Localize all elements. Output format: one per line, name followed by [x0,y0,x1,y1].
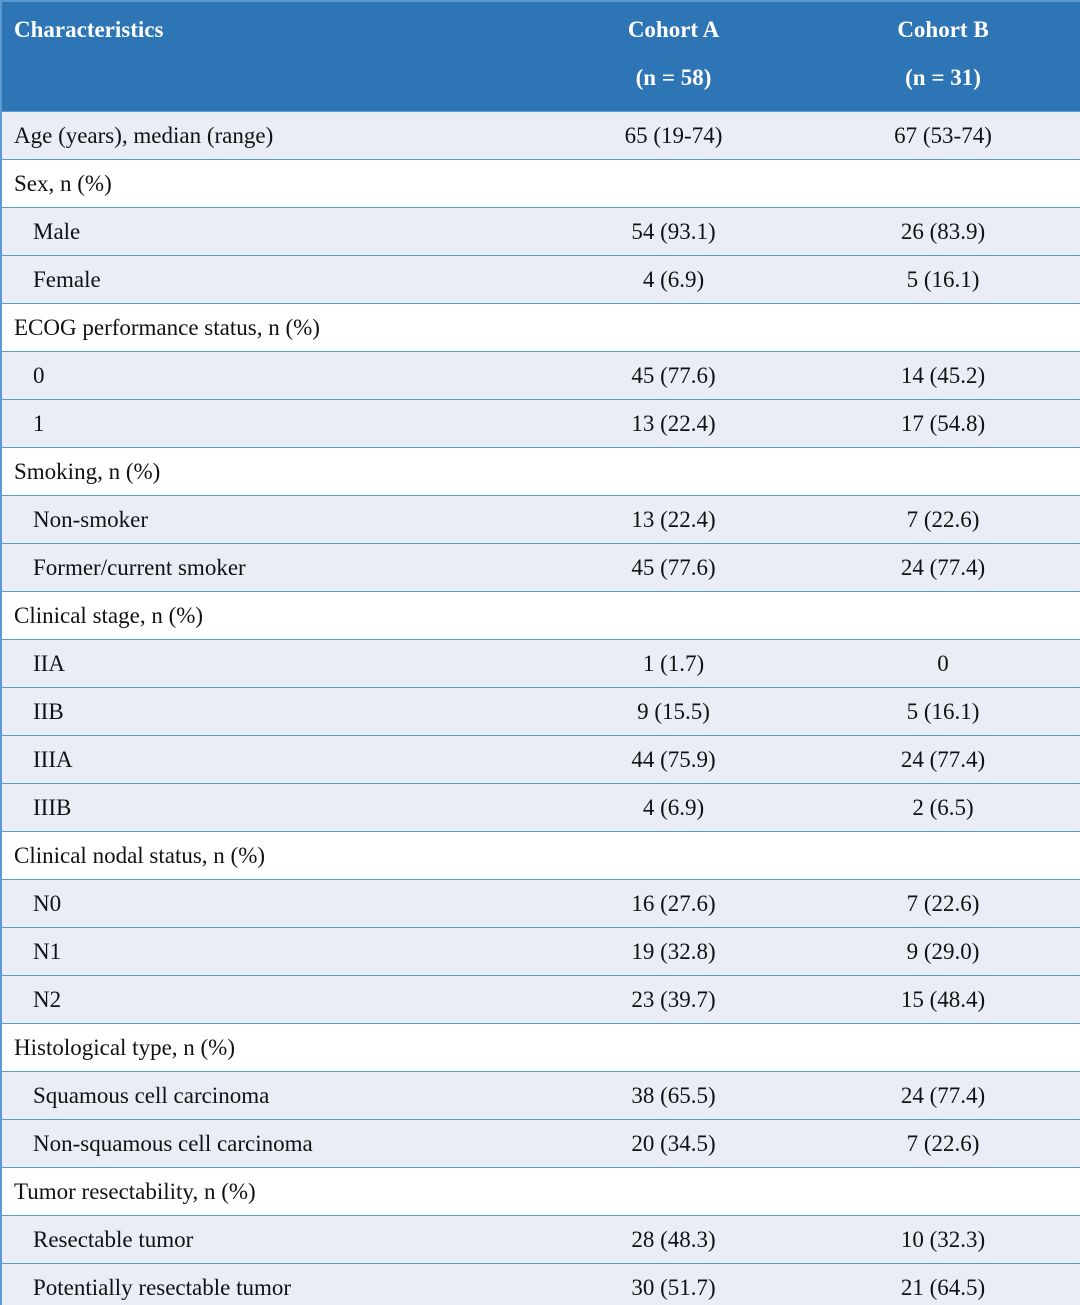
cell-value: 9 (15.5) [541,687,806,736]
cell-value: 24 (77.4) [806,543,1080,592]
table-row: IIB 9 (15.5) 5 (16.1) [1,687,1080,736]
cell-value: 0 [806,639,1080,688]
row-label: Potentially resectable tumor [1,1263,541,1305]
cell-value: 65 (19-74) [541,111,806,160]
table-row: Male 54 (93.1) 26 (83.9) [1,207,1080,256]
table-row: N0 16 (27.6) 7 (22.6) [1,879,1080,928]
cell-value: 5 (16.1) [806,255,1080,304]
table-row: Clinical nodal status, n (%) [1,831,1080,880]
column-header: Characteristics [1,1,541,112]
cell-value: 7 (22.6) [806,495,1080,544]
row-label: Histological type, n (%) [1,1023,1080,1072]
table-row: IIIB 4 (6.9) 2 (6.5) [1,783,1080,832]
table-row: ECOG performance status, n (%) [1,303,1080,352]
cell-value: 24 (77.4) [806,1071,1080,1120]
row-label: Non-smoker [1,495,541,544]
cell-value: 7 (22.6) [806,1119,1080,1168]
row-label: 0 [1,351,541,400]
row-label: Female [1,255,541,304]
row-label: ECOG performance status, n (%) [1,303,1080,352]
table-row: Histological type, n (%) [1,1023,1080,1072]
table-row: Resectable tumor 28 (48.3) 10 (32.3) [1,1215,1080,1264]
table-row: Potentially resectable tumor 30 (51.7) 21 … [1,1263,1080,1305]
row-label: 1 [1,399,541,448]
header-line: (n = 58) [635,65,712,90]
header-line: Cohort B [897,17,989,42]
cell-value: 24 (77.4) [806,735,1080,784]
cell-value: 45 (77.6) [541,351,806,400]
cell-value: 5 (16.1) [806,687,1080,736]
cell-value: 15 (48.4) [806,975,1080,1024]
cell-value: 38 (65.5) [541,1071,806,1120]
cell-value: 2 (6.5) [806,783,1080,832]
row-label: Tumor resectability, n (%) [1,1167,1080,1216]
row-label: N0 [1,879,541,928]
row-label: IIIB [1,783,541,832]
cell-value: 54 (93.1) [541,207,806,256]
cell-value: 45 (77.6) [541,543,806,592]
table-row: 1 13 (22.4) 17 (54.8) [1,399,1080,448]
table-row: Non-squamous cell carcinoma 20 (34.5) 7 (2… [1,1119,1080,1168]
cell-value: 67 (53-74) [806,111,1080,160]
table-row: IIA 1 (1.7) 0 [1,639,1080,688]
row-label: IIB [1,687,541,736]
row-label: Resectable tumor [1,1215,541,1264]
table-row: Smoking, n (%) [1,447,1080,496]
row-label: Clinical stage, n (%) [1,591,1080,640]
table-row: Former/current smoker 45 (77.6) 24 (77.4) [1,543,1080,592]
column-header: Cohort A (n = 58) [541,1,806,112]
table-row: Tumor resectability, n (%) [1,1167,1080,1216]
row-label: Sex, n (%) [1,159,1080,208]
cell-value: 28 (48.3) [541,1215,806,1264]
table-row: Female 4 (6.9) 5 (16.1) [1,255,1080,304]
header-line: Characteristics [14,17,164,42]
cell-value: 19 (32.8) [541,927,806,976]
cell-value: 23 (39.7) [541,975,806,1024]
cell-value: 13 (22.4) [541,399,806,448]
cell-value: 4 (6.9) [541,255,806,304]
table-row: Squamous cell carcinoma 38 (65.5) 24 (77.4… [1,1071,1080,1120]
row-label: IIIA [1,735,541,784]
table-row: N2 23 (39.7) 15 (48.4) [1,975,1080,1024]
cell-value: 1 (1.7) [541,639,806,688]
cell-value: 9 (29.0) [806,927,1080,976]
row-label: N1 [1,927,541,976]
row-label: Male [1,207,541,256]
cell-value: 10 (32.3) [806,1215,1080,1264]
cell-value: 16 (27.6) [541,879,806,928]
row-label: Non-squamous cell carcinoma [1,1119,541,1168]
row-label: Squamous cell carcinoma [1,1071,541,1120]
table-row: Clinical stage, n (%) [1,591,1080,640]
cell-value: 17 (54.8) [806,399,1080,448]
cell-value: 14 (45.2) [806,351,1080,400]
table-row: Non-smoker 13 (22.4) 7 (22.6) [1,495,1080,544]
row-label: Smoking, n (%) [1,447,1080,496]
row-label: Clinical nodal status, n (%) [1,831,1080,880]
cell-value: 13 (22.4) [541,495,806,544]
cell-value: 30 (51.7) [541,1263,806,1305]
header-line: Cohort A [627,17,720,42]
column-header: Cohort B (n = 31) [806,1,1080,112]
cell-value: 26 (83.9) [806,207,1080,256]
cell-value: 4 (6.9) [541,783,806,832]
header-row: Characteristics Cohort A (n = 58) Cohort B (… [1,1,1080,112]
table-row: Age (years), median (range) 65 (19-74) 67 … [1,111,1080,160]
table-body: Age (years), median (range) 65 (19-74) 67 … [1,111,1080,1305]
cell-value: 7 (22.6) [806,879,1080,928]
cell-value: 44 (75.9) [541,735,806,784]
table-row: Sex, n (%) [1,159,1080,208]
header-line: (n = 31) [905,65,981,90]
cell-value: 21 (64.5) [806,1263,1080,1305]
table-row: 0 45 (77.6) 14 (45.2) [1,351,1080,400]
row-label: IIA [1,639,541,688]
row-label: Former/current smoker [1,543,541,592]
table-row: IIIA 44 (75.9) 24 (77.4) [1,735,1080,784]
table-row: N1 19 (32.8) 9 (29.0) [1,927,1080,976]
row-label: Age (years), median (range) [1,111,541,160]
cell-value: 20 (34.5) [541,1119,806,1168]
row-label: N2 [1,975,541,1024]
